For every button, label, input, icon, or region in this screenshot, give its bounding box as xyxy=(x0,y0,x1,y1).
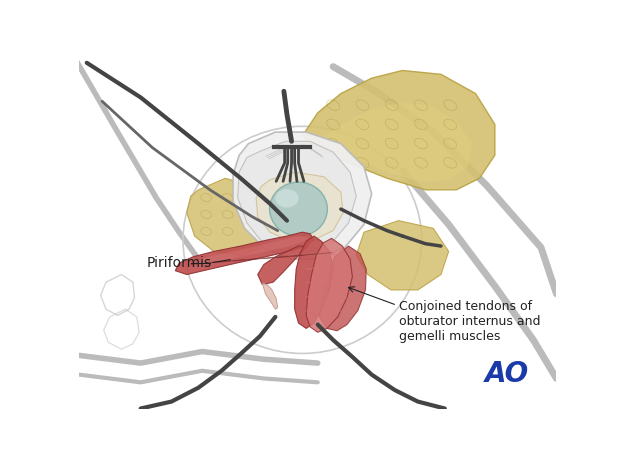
Polygon shape xyxy=(303,71,495,190)
Text: AO: AO xyxy=(485,360,529,388)
Polygon shape xyxy=(237,141,356,252)
Polygon shape xyxy=(187,178,275,255)
Polygon shape xyxy=(175,232,314,274)
Polygon shape xyxy=(356,221,449,290)
Ellipse shape xyxy=(275,189,298,207)
Polygon shape xyxy=(256,172,343,241)
Polygon shape xyxy=(258,246,309,285)
Polygon shape xyxy=(196,236,309,267)
Text: Piriformis: Piriformis xyxy=(147,256,212,270)
Polygon shape xyxy=(262,283,278,309)
Polygon shape xyxy=(322,103,472,182)
Polygon shape xyxy=(233,132,371,259)
Polygon shape xyxy=(294,236,333,329)
Text: Conjoined tendons of
obturator internus and
gemelli muscles: Conjoined tendons of obturator internus … xyxy=(399,300,540,343)
Ellipse shape xyxy=(270,182,327,236)
Polygon shape xyxy=(306,238,352,332)
Polygon shape xyxy=(319,246,366,331)
